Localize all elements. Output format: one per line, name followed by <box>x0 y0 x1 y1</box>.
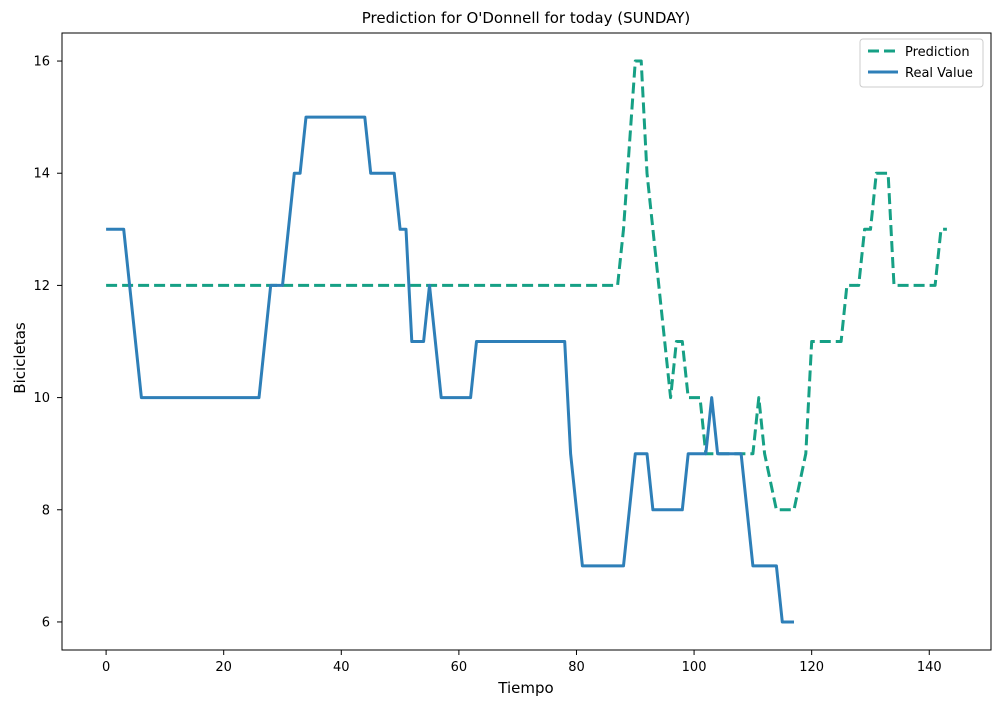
x-tick-label: 0 <box>102 660 110 675</box>
x-tick-label: 60 <box>451 660 468 675</box>
x-axis-label: Tiempo <box>497 679 553 697</box>
x-tick-label: 120 <box>799 660 824 675</box>
y-tick-label: 14 <box>33 167 50 182</box>
y-tick-label: 10 <box>33 391 50 406</box>
series-lines <box>106 59 947 624</box>
x-tick-label: 20 <box>215 660 232 675</box>
y-tick-label: 8 <box>42 503 50 518</box>
x-axis-ticks: 0 20 40 60 80 100 120 140 <box>102 650 942 675</box>
x-tick-label: 140 <box>917 660 942 675</box>
y-axis-ticks: 6 8 10 12 14 16 <box>33 55 62 630</box>
x-tick-label: 100 <box>682 660 707 675</box>
plot-frame <box>61 32 992 651</box>
y-tick-label: 16 <box>33 55 50 70</box>
chart-title: Prediction for O'Donnell for today (SUND… <box>362 9 690 27</box>
series-line-prediction <box>106 59 947 512</box>
x-tick-label: 80 <box>568 660 585 675</box>
y-tick-label: 12 <box>33 279 50 294</box>
series-line-real-value <box>106 115 794 624</box>
legend: Prediction Real Value <box>859 38 984 88</box>
legend-label: Prediction <box>905 45 970 60</box>
y-axis-label: Bicicletas <box>11 322 29 394</box>
legend-label: Real Value <box>905 66 973 81</box>
x-tick-label: 40 <box>333 660 350 675</box>
y-tick-label: 6 <box>42 615 50 630</box>
